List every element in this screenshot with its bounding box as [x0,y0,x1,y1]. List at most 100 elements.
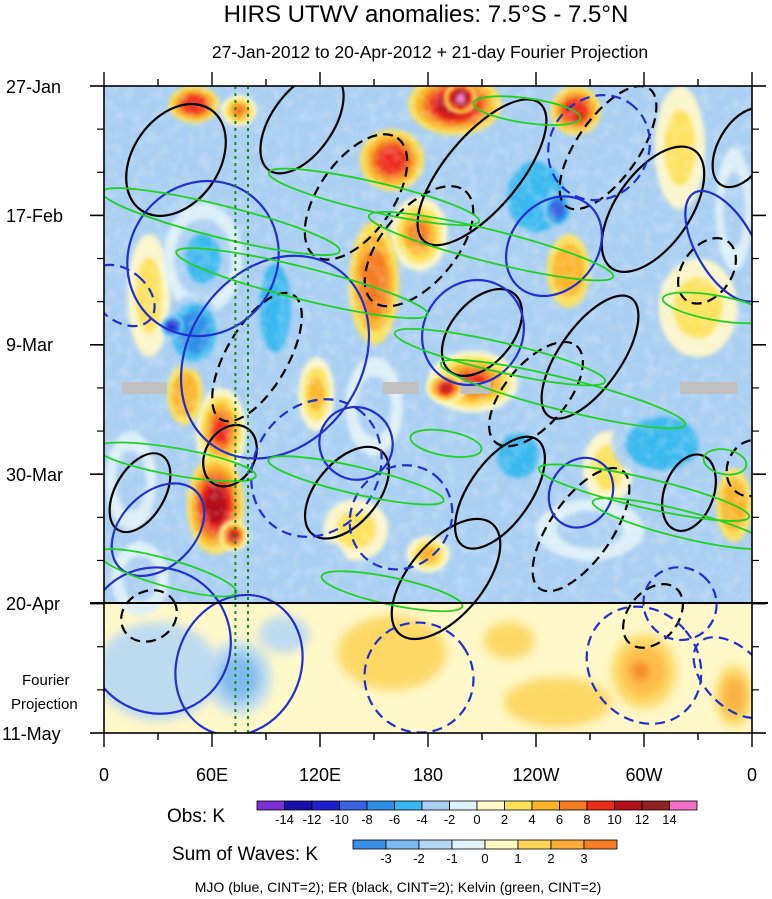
y-tick-label-5: 11-May [2,724,61,744]
projection-blob [219,654,259,701]
mjo-contour [110,482,206,578]
obs-colorbar-swatch [421,800,450,811]
obs-colorbar-level-label: -2 [444,812,456,827]
projection-blob [338,615,446,690]
er-contour [540,294,640,420]
projection-blob [503,677,612,727]
waves-colorbar-level-label: 0 [481,851,488,866]
obs-colorbar-level-label: -14 [275,812,294,827]
x-tick-label-3: 180 [413,765,443,785]
kelvin-contour [320,570,464,613]
waves-colorbar-level-label: 3 [580,851,587,866]
mjo-contour [104,263,156,328]
er-contour [125,102,227,217]
obs-colorbar-swatch [366,800,395,811]
waves-colorbar-level-label: -3 [380,851,392,866]
waves-colorbar-level-label: -1 [446,851,458,866]
reference-lines [234,86,249,733]
obs-colorbar-swatch [559,800,588,811]
waves-colorbar-level-label: -2 [413,851,425,866]
er-contour [440,287,524,377]
obs-colorbar-swatch [504,800,533,811]
obs-colorbar-level-label: 10 [607,812,621,827]
kelvin-contour [409,428,483,458]
kelvin-contour [591,497,752,550]
er-contour [600,145,706,274]
obs-colorbar-level-label: 8 [583,812,590,827]
mjo-contour [179,254,371,460]
er-contour [725,438,752,498]
projection-blob [633,663,648,680]
missing-data-bar [122,381,167,394]
obs-colorbar-swatch [311,800,340,811]
mjo-contour [585,605,703,725]
chart-title: HIRS UTWV anomalies: 7.5°S - 7.5°N [224,1,629,28]
er-contour [661,453,717,532]
obs-colorbar-level-label: -10 [330,812,349,827]
mjo-contour [318,405,394,481]
waves-colorbar-swatch [352,839,387,850]
obs-legend-label: Obs: K [167,806,225,827]
wave-contours [104,86,752,733]
obs-colorbar-swatch [614,800,643,811]
kelvin-contour [267,167,481,227]
waves-colorbar-swatch [550,839,585,850]
missing-data-bar [383,381,419,394]
mjo-contour [504,195,604,298]
plot-area [104,86,752,733]
obs-colorbar-swatch [394,800,423,811]
obs-colorbar-level-label: 12 [635,812,649,827]
mjo-contour [363,621,475,733]
obs-colorbar-swatch [449,800,478,811]
obs-colorbar-swatch [476,800,505,811]
y-tick-label-3: 30-Mar [6,465,63,485]
er-contour [531,466,631,593]
mjo-contour [104,566,232,715]
x-tick-label-2: 120E [299,765,341,785]
projection-blob [104,622,220,721]
speckle-texture [104,86,752,603]
projection-blob [483,622,535,660]
mjo-contour [547,94,651,202]
y-tick-label-0: 27-Jan [6,77,61,97]
kelvin-contour [439,358,687,430]
er-contour [711,107,752,189]
er-contour [259,86,345,175]
projection-label-line1: Fourier [22,672,70,689]
obs-colorbar-swatch [256,800,285,811]
missing-data-bar [680,381,738,394]
footer-note: MJO (blue, CINT=2); ER (black, CINT=2); … [195,879,602,895]
er-contour [120,589,178,643]
chart-subtitle: 27-Jan-2012 to 20-Apr-2012 + 21-day Four… [212,42,648,62]
obs-colorbar-level-label: 0 [473,812,480,827]
x-tick-label-5: 60W [625,765,662,785]
waves-colorbar-swatch [484,839,519,850]
kelvin-contour [104,187,341,256]
obs-colorbar-level-label: -6 [389,812,401,827]
obs-colorbar-level-label: 2 [501,812,508,827]
kelvin-contour [104,441,257,483]
kelvin-contour [702,448,748,476]
obs-colorbar-level-label: -8 [361,812,373,827]
projection-label-line2: Projection [11,696,78,713]
projection-blob [258,615,310,653]
mjo-contour [421,278,525,387]
obs-colorbar-swatch [339,800,368,811]
waves-colorbar-level-label: 1 [514,851,521,866]
waves-colorbar-swatch [385,839,420,850]
er-contour [363,185,475,308]
mjo-contour [250,398,383,538]
kelvin-contour [175,247,429,320]
x-tick-label-1: 60E [196,765,228,785]
kelvin-contour [393,327,607,387]
obs-colorbar-level-label: -12 [303,812,322,827]
kelvin-contour [367,211,615,282]
obs-colorbar-swatch [586,800,615,811]
x-tick-label-6: 0 [747,765,757,785]
projection-blob [722,677,746,715]
obs-colorbar-level-label: -4 [416,812,428,827]
kelvin-contour [661,291,752,325]
y-tick-label-1: 17-Feb [6,206,63,226]
kelvin-contour [472,95,582,126]
